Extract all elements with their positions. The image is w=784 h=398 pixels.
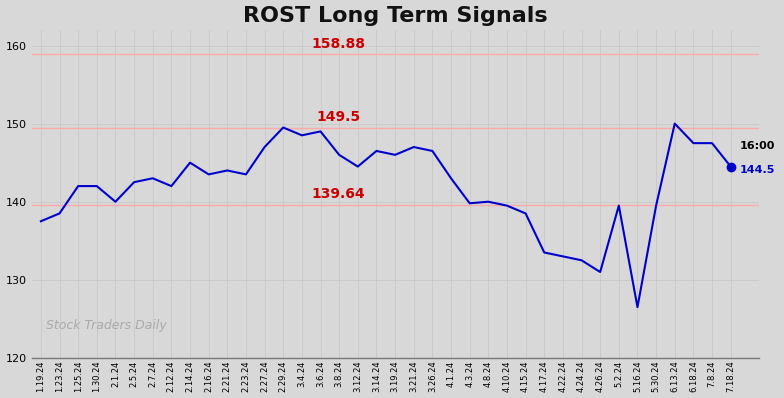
Text: 16:00: 16:00 bbox=[740, 141, 775, 151]
Text: Stock Traders Daily: Stock Traders Daily bbox=[46, 319, 167, 332]
Text: 149.5: 149.5 bbox=[317, 110, 361, 125]
Text: 139.64: 139.64 bbox=[311, 187, 365, 201]
Text: 144.5: 144.5 bbox=[740, 165, 775, 175]
Text: 158.88: 158.88 bbox=[311, 37, 365, 51]
Title: ROST Long Term Signals: ROST Long Term Signals bbox=[243, 6, 547, 25]
